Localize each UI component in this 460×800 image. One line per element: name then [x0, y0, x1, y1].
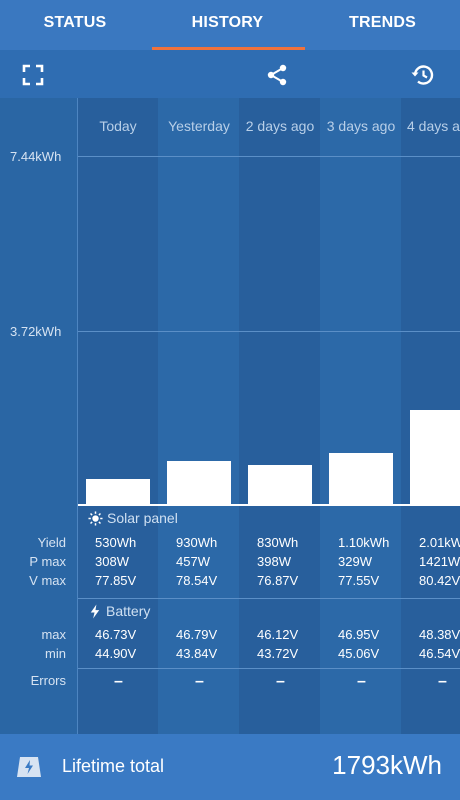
day-column-bg	[320, 98, 401, 734]
battery-value-cell: 48.38V	[419, 627, 460, 642]
lifetime-total-value: 1793kWh	[332, 750, 442, 780]
day-column-bg	[158, 98, 239, 734]
row-label-pmax: P max	[29, 554, 66, 569]
error-value: –	[114, 673, 123, 690]
solar-panel-label: Solar panel	[107, 510, 178, 526]
sun-icon	[88, 510, 103, 526]
fullscreen-icon[interactable]	[20, 62, 46, 88]
solar-value-cell: 308W	[95, 554, 129, 569]
solar-value-cell: 1.10kWh	[338, 535, 390, 550]
solar-charger-icon	[17, 757, 41, 777]
yield-bar[interactable]	[86, 479, 150, 504]
battery-value-cell: 46.54V	[419, 646, 460, 661]
solar-value-cell: 329W	[338, 554, 372, 569]
battery-value-cell: 46.73V	[95, 627, 137, 642]
yield-bar[interactable]	[410, 409, 460, 504]
chart-baseline	[78, 504, 460, 506]
solar-value-cell: 398W	[257, 554, 291, 569]
day-label-4-days-ago: 4 days ago	[407, 118, 460, 134]
day-label-today: Today	[99, 118, 137, 134]
tab-status[interactable]: STATUS	[43, 14, 107, 31]
solar-value-cell: 2.01kWh	[419, 535, 460, 550]
battery-value-cell: 43.72V	[257, 646, 299, 661]
section-divider	[78, 668, 460, 669]
solar-value-cell: 930Wh	[176, 535, 218, 550]
tab-bar: STATUS HISTORY TRENDS	[0, 0, 460, 50]
error-value: –	[357, 673, 366, 690]
solar-value-cell: 77.85V	[95, 573, 137, 588]
day-column-bg	[78, 98, 158, 734]
day-label-2-days-ago: 2 days ago	[245, 118, 315, 134]
solar-value-cell: 78.54V	[176, 573, 218, 588]
y-gridline-mid	[78, 331, 460, 332]
solar-value-cell: 457W	[176, 554, 210, 569]
day-label-3-days-ago: 3 days ago	[326, 118, 396, 134]
battery-value-cell: 45.06V	[338, 646, 380, 661]
yield-bar[interactable]	[329, 452, 393, 504]
row-label-errors: Errors	[30, 673, 66, 688]
battery-value-cell: 46.79V	[176, 627, 218, 642]
day-label-yesterday: Yesterday	[168, 118, 230, 134]
solar-value-cell: 530Wh	[95, 535, 137, 550]
history-chart: Today Yesterday 2 days ago 3 days ago 4 …	[0, 98, 460, 734]
yield-bar[interactable]	[167, 460, 231, 504]
row-label-max: max	[41, 627, 66, 642]
toolbar	[0, 50, 460, 98]
lifetime-total-label: Lifetime total	[62, 756, 165, 776]
battery-label: Battery	[106, 603, 151, 619]
battery-value-cell: 43.84V	[176, 646, 218, 661]
battery-value-cell: 46.95V	[338, 627, 380, 642]
lightning-icon	[90, 603, 100, 619]
day-column-bg	[239, 98, 320, 734]
tab-trends[interactable]: TRENDS	[349, 14, 416, 31]
solar-panel-header: Solar panel	[88, 510, 178, 526]
row-label-min: min	[45, 646, 66, 661]
battery-value-cell: 44.90V	[95, 646, 137, 661]
solar-value-cell: 80.42V	[419, 573, 460, 588]
history-icon[interactable]	[410, 62, 436, 88]
yield-bar[interactable]	[248, 465, 312, 504]
solar-value-cell: 1421W	[419, 554, 460, 569]
battery-value-cell: 46.12V	[257, 627, 299, 642]
battery-header: Battery	[88, 603, 150, 619]
error-value: –	[438, 673, 447, 690]
error-value: –	[195, 673, 204, 690]
row-label-vmax: V max	[29, 573, 66, 588]
share-icon[interactable]	[264, 62, 290, 88]
y-tick-label-top: 7.44kWh	[10, 149, 62, 164]
error-value: –	[276, 673, 285, 690]
solar-value-cell: 77.55V	[338, 573, 380, 588]
solar-value-cell: 830Wh	[257, 535, 299, 550]
section-divider	[78, 598, 460, 599]
lifetime-total-bar: Lifetime total 1793kWh	[0, 734, 460, 800]
y-tick-label-mid: 3.72kWh	[10, 324, 62, 339]
solar-value-cell: 76.87V	[257, 573, 299, 588]
tab-history[interactable]: HISTORY	[150, 0, 305, 50]
row-label-yield: Yield	[37, 535, 66, 550]
y-axis-line	[77, 98, 78, 734]
y-gridline-top	[78, 156, 460, 157]
